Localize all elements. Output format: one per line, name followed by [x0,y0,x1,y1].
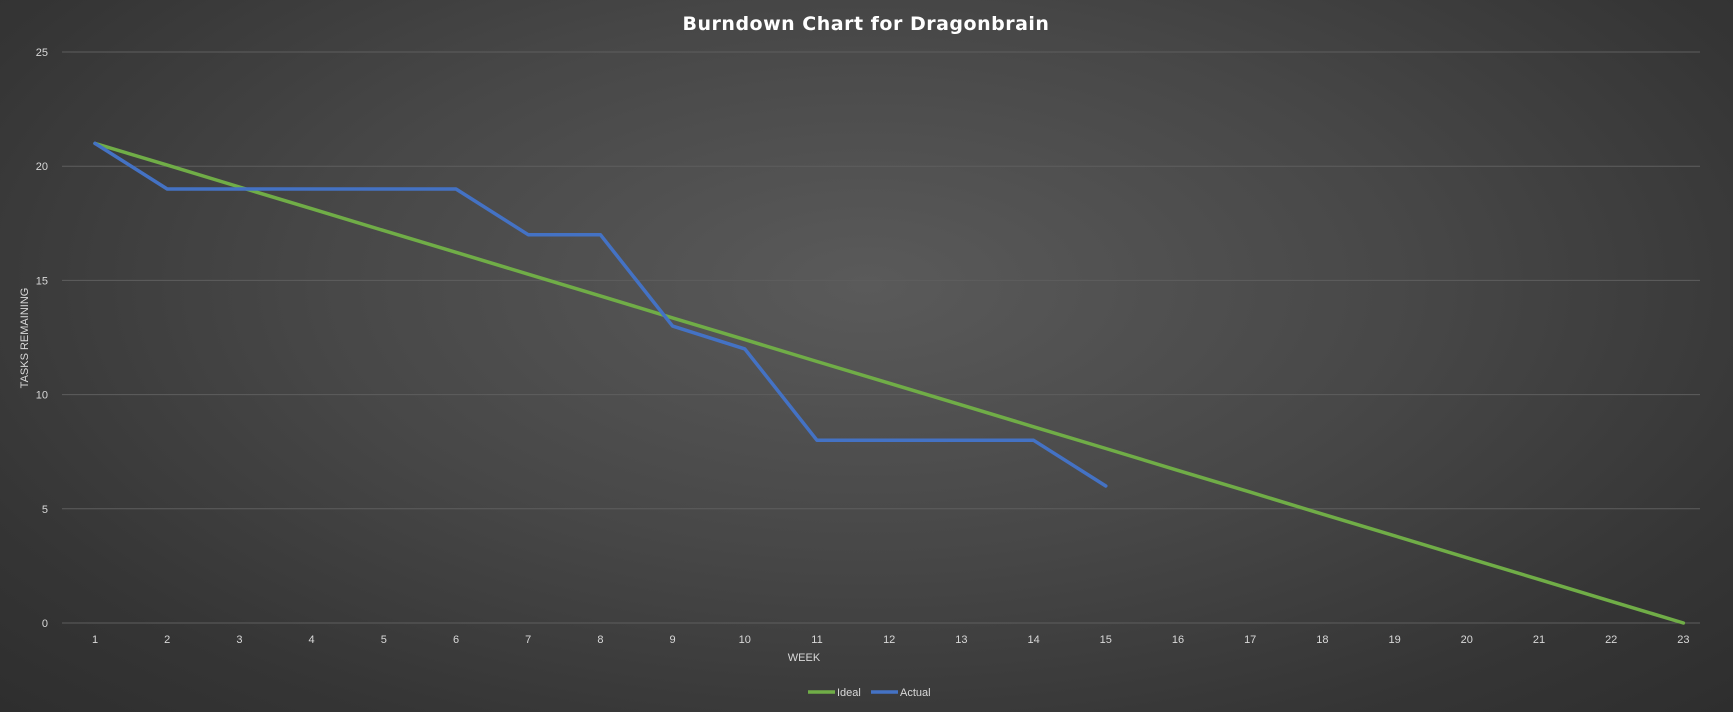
x-tick-label: 12 [883,634,895,646]
x-tick-label: 2 [164,634,170,646]
y-tick-label: 20 [36,161,48,173]
chart-title: Burndown Chart for Dragonbrain [683,13,1050,35]
x-tick-label: 21 [1533,634,1545,646]
y-tick-label: 0 [42,618,48,630]
x-tick-label: 10 [739,634,751,646]
y-tick-label: 5 [42,504,48,516]
x-tick-label: 19 [1388,634,1400,646]
x-tick-label: 6 [453,634,459,646]
legend-label-ideal: Ideal [837,687,861,699]
series-line-ideal [93,141,1686,625]
y-axis-ticks: 0 5 10 15 20 25 [36,47,48,630]
x-tick-label: 3 [236,634,242,646]
series-line-actual [93,141,1108,488]
legend: Ideal Actual [808,687,931,699]
x-tick-label: 9 [670,634,676,646]
x-tick-label: 13 [955,634,967,646]
x-tick-label: 20 [1461,634,1473,646]
y-axis-title: TASKS REMAINING [19,288,31,389]
x-axis-ticks: 1 2 3 4 5 6 7 8 9 10 11 12 13 14 15 16 17 18 19 20 21 22 23 [92,634,1690,646]
y-tick-label: 10 [36,390,48,402]
x-tick-label: 23 [1677,634,1689,646]
x-tick-label: 7 [525,634,531,646]
series-layer [93,141,1686,625]
x-tick-label: 16 [1172,634,1184,646]
x-tick-label: 4 [309,634,315,646]
x-tick-label: 11 [811,634,822,646]
x-tick-label: 1 [92,634,98,646]
grid-layer [62,51,1700,624]
x-tick-label: 5 [381,634,387,646]
legend-label-actual: Actual [900,687,931,699]
x-tick-label: 22 [1605,634,1617,646]
x-tick-label: 14 [1027,634,1039,646]
x-axis-title: WEEK [788,652,821,664]
x-tick-label: 15 [1100,634,1112,646]
y-tick-label: 25 [36,47,48,59]
x-tick-label: 17 [1244,634,1256,646]
y-tick-label: 15 [36,275,48,287]
x-tick-label: 8 [597,634,603,646]
x-tick-label: 18 [1316,634,1328,646]
